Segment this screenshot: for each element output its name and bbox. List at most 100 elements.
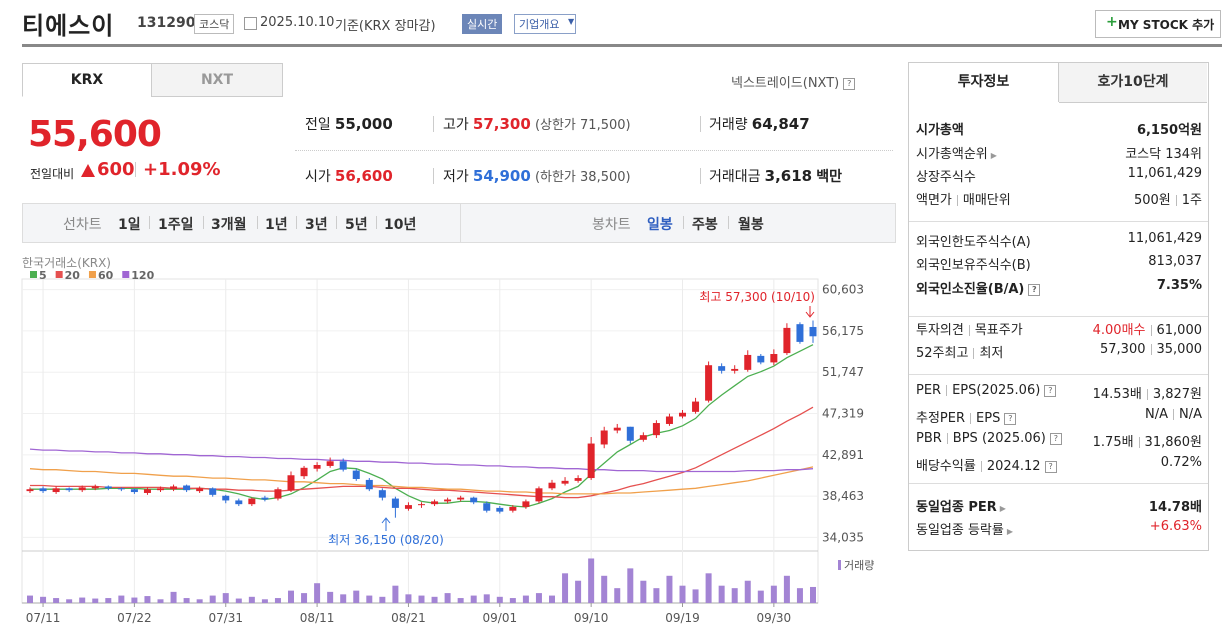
- sep: [296, 216, 297, 229]
- candle-chart-label[interactable]: 봉차트: [592, 217, 631, 233]
- candle-period[interactable]: 일봉: [647, 217, 673, 233]
- candle-body: [470, 497, 478, 503]
- info-row: 52주최고 최저 57,300 35,000: [916, 342, 1202, 361]
- stock-name: 티에스이: [22, 12, 115, 40]
- label: 시가: [305, 169, 331, 185]
- candle-body: [809, 326, 817, 337]
- candle-body: [522, 501, 530, 507]
- info-panel: [908, 62, 1209, 551]
- info-row: 외국인보유주식수(B) 813,037: [916, 254, 1202, 273]
- period[interactable]: 5년: [345, 217, 368, 233]
- x-tick-label: 09/30: [757, 611, 792, 625]
- period[interactable]: 1년: [265, 217, 288, 233]
- sep: [433, 116, 434, 132]
- mystock-label: MY STOCK 추가: [1118, 18, 1215, 32]
- value: 3,618: [764, 167, 813, 185]
- candle-body: [705, 365, 713, 401]
- chart: 한국거래소(KRX)5 20 60 120 34,035 38,463 42,891 47,3…: [21, 256, 874, 625]
- candle-body: [431, 501, 439, 505]
- realtime-badge[interactable]: 실시간: [462, 14, 503, 34]
- label: 고가: [443, 117, 469, 133]
- period[interactable]: 1주일: [158, 217, 194, 233]
- volume-bar: [470, 595, 477, 603]
- info-row: 액면가 매매단위 500원 1주: [916, 189, 1202, 208]
- candle-body: [626, 426, 634, 441]
- label-text: 52주최고: [916, 346, 969, 361]
- line-chart-label[interactable]: 선차트: [63, 217, 102, 233]
- value-text: 14.78배: [1148, 500, 1202, 515]
- x-tick-label: 08/21: [391, 611, 426, 625]
- legend-label: 5: [39, 269, 47, 282]
- label-text: 최저: [979, 346, 1004, 361]
- candle-body: [222, 495, 230, 501]
- info-label: 동일업종 PER ▶: [916, 496, 1006, 515]
- volume-bar: [562, 573, 569, 603]
- period[interactable]: 10년: [384, 217, 417, 233]
- volume-bar: [288, 590, 294, 603]
- period[interactable]: 3개월: [211, 217, 247, 233]
- lower-limit: (하한가 38,500): [534, 170, 631, 185]
- value: 55,000: [334, 115, 393, 133]
- volume-bar: [222, 593, 229, 603]
- info-label: 외국인소진율(B/A)?: [916, 278, 1041, 297]
- info-row: 동일업종 등락률 ▶ +6.63%: [916, 519, 1202, 538]
- nxt-link[interactable]: 넥스트레이드(NXT)?: [731, 72, 856, 91]
- info-label: 외국인한도주식수(A): [916, 231, 1031, 250]
- period[interactable]: 1일: [118, 217, 141, 233]
- candle-body: [404, 505, 412, 509]
- basis: 기준(KRX 장마감): [335, 19, 436, 34]
- volume-bar: [444, 593, 451, 603]
- volume-bar: [261, 599, 268, 603]
- sep: [1146, 389, 1148, 400]
- help-icon: ?: [1044, 384, 1057, 397]
- group-divider: [909, 221, 1208, 222]
- sep: [1173, 409, 1174, 420]
- candle-body: [300, 467, 308, 477]
- candle-body: [613, 427, 621, 431]
- value-text: +6.63%: [1149, 519, 1202, 534]
- info-value: 14.53배 3,827원: [1093, 383, 1202, 402]
- volume-bar: [353, 590, 360, 603]
- candle-body: [196, 488, 204, 492]
- volume-bar: [614, 588, 621, 603]
- label-text: 투자의견: [916, 323, 964, 338]
- volume-bar: [457, 598, 464, 603]
- info-row: PER EPS(2025.06)? 14.53배 3,827원: [916, 383, 1202, 402]
- info-value: 500원 1주: [1134, 189, 1202, 208]
- sep: [700, 116, 701, 132]
- value-text: 35,000: [1156, 342, 1203, 357]
- info-row: 동일업종 PER ▶ 14.78배: [916, 496, 1202, 515]
- quote-open: 시가 56,600: [305, 166, 393, 186]
- candle-body: [143, 489, 151, 493]
- x-tick-label: 09/19: [665, 611, 700, 625]
- label: 거래대금: [709, 169, 761, 185]
- overview-button[interactable]: 기업개요: [514, 14, 577, 34]
- help-icon: ?: [843, 77, 856, 90]
- tab-nxt[interactable]: NXT: [151, 63, 283, 97]
- header-rule: [22, 44, 1222, 47]
- volume-bar: [392, 585, 399, 603]
- info-value: 11,061,429: [1128, 166, 1202, 185]
- candle-period[interactable]: 월봉: [738, 217, 764, 233]
- candle-body: [365, 479, 373, 490]
- legend-label: 20: [65, 269, 81, 282]
- candle-period[interactable]: 주봉: [692, 217, 718, 233]
- sep: [1150, 344, 1152, 355]
- period[interactable]: 3년: [305, 217, 328, 233]
- value: 56,600: [334, 167, 393, 185]
- volume-bar: [601, 575, 608, 603]
- volume-bar: [666, 575, 673, 603]
- tab-info[interactable]: 투자정보: [909, 63, 1059, 102]
- mystock-button[interactable]: [1095, 10, 1221, 38]
- sep: [135, 162, 136, 177]
- volume-bar: [796, 588, 803, 603]
- info-value: N/A N/A: [1145, 407, 1202, 426]
- market-badge: 코스닥: [194, 14, 235, 34]
- tab-orderbook[interactable]: 호가10단계: [1059, 63, 1207, 103]
- volume-label: 거래량: [844, 559, 874, 572]
- info-row: 외국인한도주식수(A) 11,061,429: [916, 231, 1202, 250]
- candle-body: [209, 488, 217, 495]
- volume-bar: [653, 588, 660, 603]
- arrow-icon: ▶: [1006, 527, 1014, 536]
- volume-bar: [118, 595, 125, 603]
